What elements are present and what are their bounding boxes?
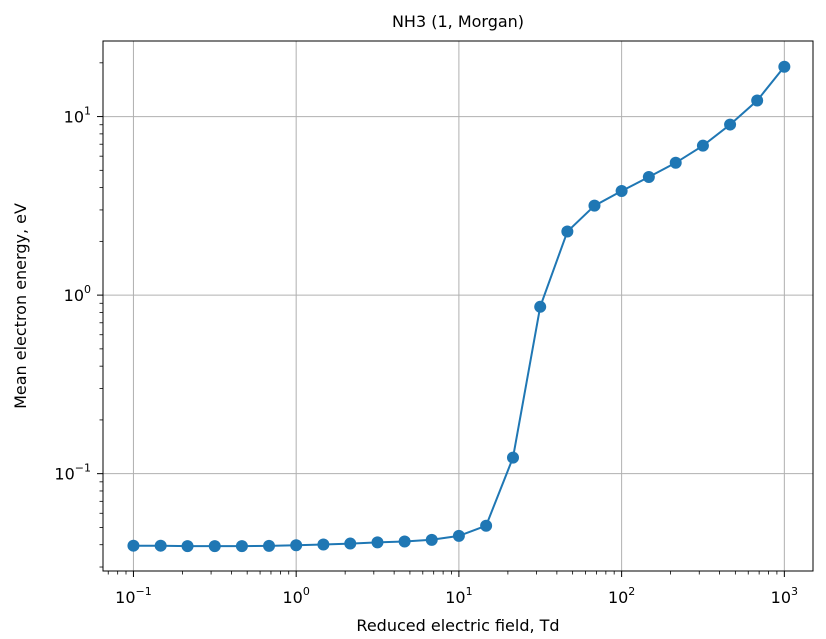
data-point bbox=[642, 170, 655, 183]
data-point bbox=[615, 184, 628, 197]
y-tick-label: 101 bbox=[64, 105, 91, 127]
data-point bbox=[181, 540, 194, 553]
y-tick-label: 10−1 bbox=[54, 462, 91, 484]
y-tick-label: 100 bbox=[64, 283, 91, 305]
plot-frame bbox=[102, 40, 814, 572]
y-axis-title: Mean electron energy, eV bbox=[11, 203, 30, 409]
data-point bbox=[452, 529, 465, 542]
data-point bbox=[371, 536, 384, 549]
data-point bbox=[317, 538, 330, 551]
data-point bbox=[127, 539, 140, 552]
x-tick-label: 102 bbox=[608, 585, 635, 607]
data-point bbox=[290, 539, 303, 552]
data-point bbox=[235, 540, 248, 553]
x-tick-label: 101 bbox=[445, 585, 472, 607]
data-point bbox=[208, 540, 221, 553]
x-axis-title: Reduced electric field, Td bbox=[356, 616, 559, 635]
x-tick-label: 10−1 bbox=[115, 585, 152, 607]
chart-title: NH3 (1, Morgan) bbox=[392, 12, 524, 31]
series-layer bbox=[127, 60, 791, 553]
x-tick-label: 103 bbox=[771, 585, 798, 607]
data-point bbox=[778, 60, 791, 73]
data-point bbox=[696, 139, 709, 152]
data-point bbox=[425, 533, 438, 546]
data-point bbox=[588, 199, 601, 212]
x-tick-label: 100 bbox=[282, 585, 309, 607]
data-point bbox=[263, 539, 276, 552]
data-point bbox=[534, 300, 547, 313]
data-point bbox=[344, 537, 357, 550]
grid-lines bbox=[103, 41, 813, 571]
data-point bbox=[669, 156, 682, 169]
data-point bbox=[480, 519, 493, 532]
data-point bbox=[561, 225, 574, 238]
data-point bbox=[751, 94, 764, 107]
axis-ticks: 10−1 100 101 102 103 10−1 100 101 bbox=[54, 62, 798, 607]
data-point bbox=[154, 539, 167, 552]
data-point bbox=[398, 535, 411, 548]
data-point bbox=[506, 451, 519, 464]
data-point bbox=[724, 118, 737, 131]
